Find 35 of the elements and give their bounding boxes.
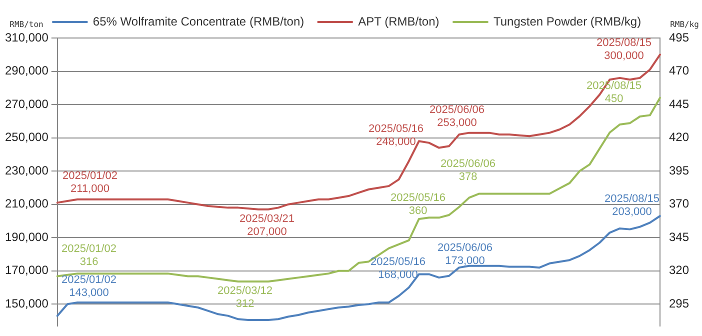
annotation: 2025/01/02 316 bbox=[61, 243, 117, 268]
y2-axis-title: RMB/kg bbox=[670, 20, 700, 30]
annotation: 2025/08/15 203,000 bbox=[604, 193, 660, 218]
annotation: 2025/05/16 248,000 bbox=[368, 123, 424, 148]
y-tick-label: 290,000 bbox=[4, 64, 49, 78]
annotation: 2025/01/02 143,000 bbox=[61, 274, 117, 300]
y2-tick-label: 395 bbox=[668, 163, 690, 178]
annotation: 2025/01/02 211,000 bbox=[62, 170, 118, 196]
y2-tick-label: 470 bbox=[668, 64, 690, 78]
annotation: 2025/03/21 207,000 bbox=[239, 213, 295, 238]
y-tick-label: 210,000 bbox=[4, 196, 49, 211]
annotation: 2025/08/15 300,000 bbox=[596, 37, 652, 62]
annotation: 2025/06/06 173,000 bbox=[437, 242, 493, 268]
y2-tick-label: 495 bbox=[668, 30, 690, 44]
y2-tick-label: 445 bbox=[668, 96, 690, 111]
annotation: 2025/06/06 378 bbox=[440, 158, 496, 184]
y-axis-title: RMB/ton bbox=[10, 20, 44, 30]
y2-tick-label: 420 bbox=[668, 130, 690, 144]
y-tick-label: 150,000 bbox=[4, 296, 49, 310]
legend-label: APT (RMB/ton) bbox=[358, 14, 440, 28]
legend-label: Tungsten Powder (RMB/kg) bbox=[493, 14, 642, 28]
y-tick-label: 170,000 bbox=[4, 263, 49, 278]
legend-label: 65% Wolframite Concentrate (RMB/ton) bbox=[92, 14, 304, 28]
y-tick-label: 190,000 bbox=[4, 230, 49, 244]
y-tick-label: 250,000 bbox=[4, 130, 49, 144]
y-tick-label: 230,000 bbox=[4, 163, 49, 178]
y-tick-label: 310,000 bbox=[4, 30, 49, 44]
y2-tick-label: 345 bbox=[668, 230, 690, 244]
y2-tick-label: 295 bbox=[668, 296, 690, 310]
annotation: 2025/05/16 360 bbox=[390, 192, 446, 218]
annotation: 2025/06/06 253,000 bbox=[429, 104, 485, 130]
annotation: 2025/05/16 168,000 bbox=[370, 256, 426, 282]
y2-tick-label: 320 bbox=[668, 263, 690, 278]
y2-tick-label: 370 bbox=[668, 196, 690, 211]
y-tick-label: 270,000 bbox=[4, 96, 49, 111]
